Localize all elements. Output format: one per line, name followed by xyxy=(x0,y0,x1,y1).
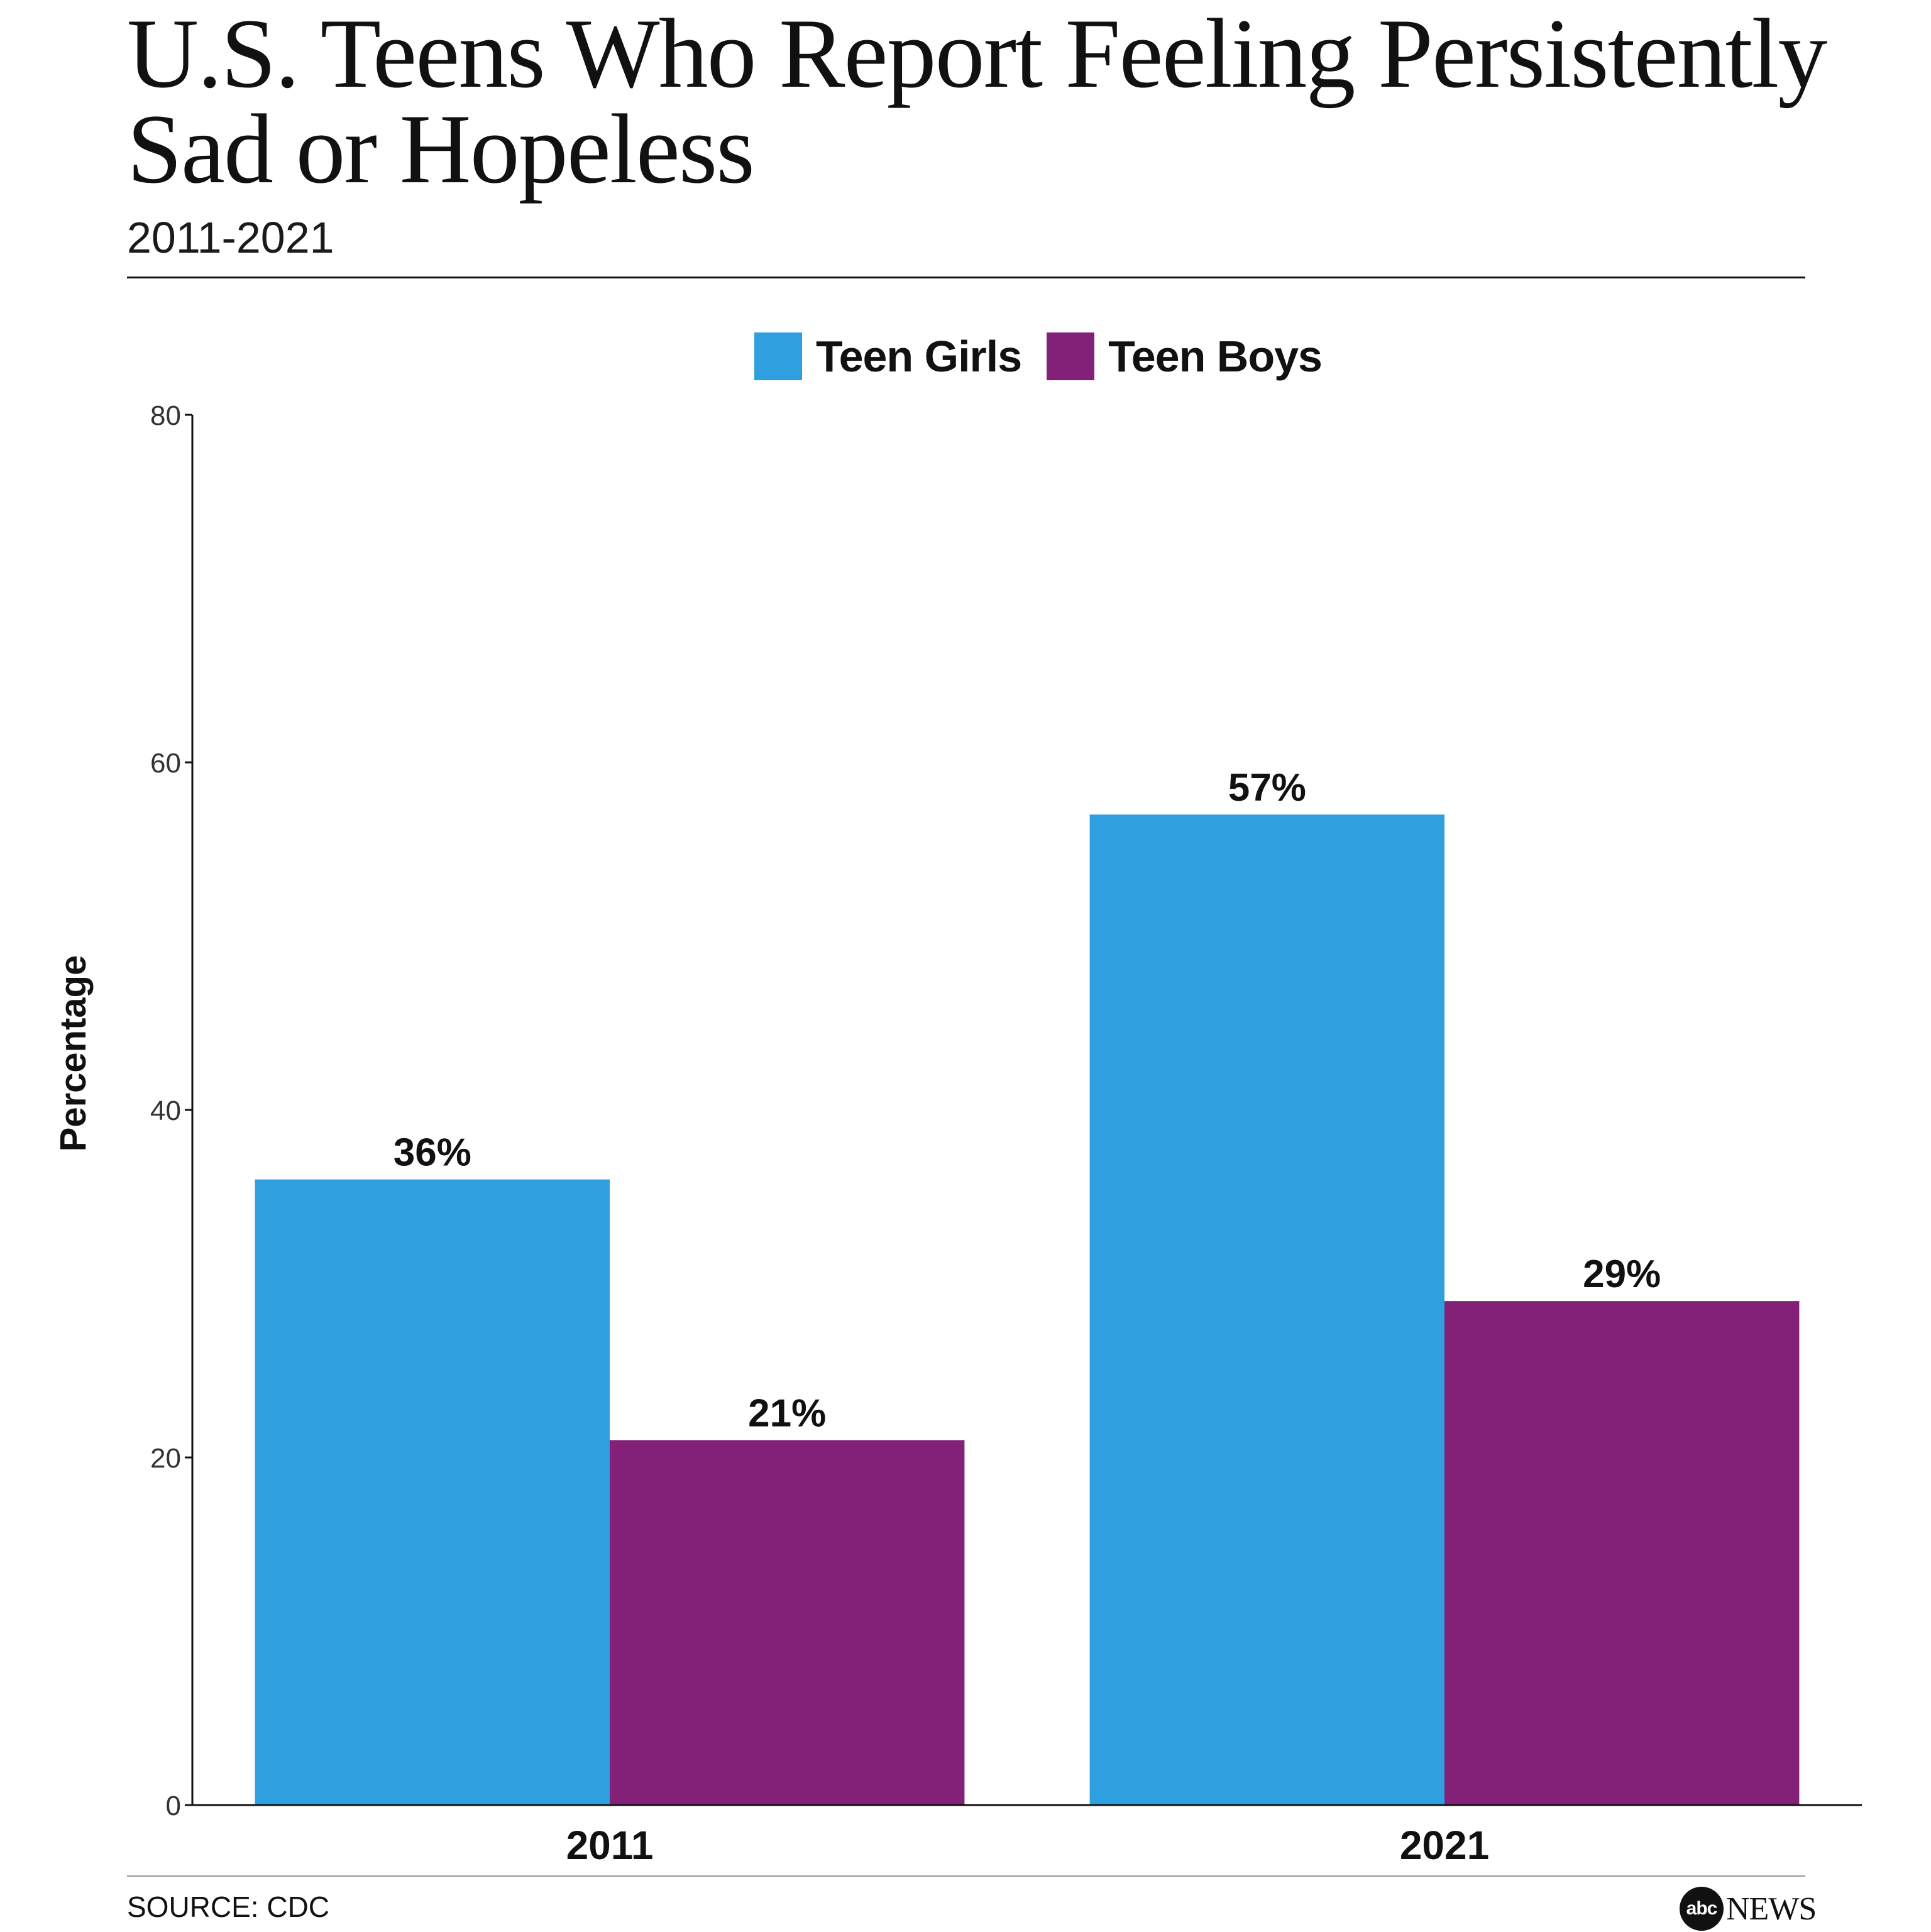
legend-label-teen-girls: Teen Girls xyxy=(816,332,1022,381)
legend-item-teen-boys: Teen Boys xyxy=(1047,331,1323,381)
source-note: SOURCE: CDC xyxy=(127,1891,330,1923)
bar-teen-boys-2011 xyxy=(610,1440,965,1805)
abc-logo-icon: abc xyxy=(1680,1887,1724,1931)
news-wordmark: NEWS xyxy=(1726,1891,1817,1927)
data-label-teen-girls-2021: 57% xyxy=(1228,766,1306,810)
y-axis-title: Percentage xyxy=(53,955,94,1152)
bar-teen-girls-2011 xyxy=(255,1179,610,1805)
legend-item-teen-girls: Teen Girls xyxy=(754,331,1022,381)
bar-teen-boys-2021 xyxy=(1444,1301,1800,1805)
bar-teen-girls-2021 xyxy=(1089,814,1444,1805)
bar-chart: 0 20 40 60 80 Percentage 36% 21% 2011 57% 29% 2021 xyxy=(53,400,1862,1868)
chart-title: U.S. Teens Who Report Feeling Persistent… xyxy=(127,0,1827,204)
y-tick-label: 40 xyxy=(150,1095,181,1126)
legend-swatch-teen-girls xyxy=(754,332,802,380)
chart-subtitle: 2011-2021 xyxy=(127,213,334,262)
legend-swatch-teen-boys xyxy=(1047,332,1095,380)
legend-label-teen-boys: Teen Boys xyxy=(1108,332,1323,381)
y-tick-label: 80 xyxy=(150,400,181,431)
data-label-teen-boys-2011: 21% xyxy=(748,1391,826,1435)
legend: Teen Girls Teen Boys xyxy=(754,329,1347,383)
y-tick-label: 0 xyxy=(166,1791,181,1821)
footer-divider xyxy=(127,1875,1805,1877)
y-tick-label: 60 xyxy=(150,748,181,779)
abc-news-logo: abc NEWS xyxy=(1680,1885,1817,1932)
y-tick-label: 20 xyxy=(150,1443,181,1474)
data-label-teen-girls-2011: 36% xyxy=(393,1131,471,1175)
x-category-label-2021: 2021 xyxy=(1400,1823,1489,1868)
x-category-label-2011: 2011 xyxy=(566,1823,654,1868)
title-divider xyxy=(127,277,1805,278)
data-label-teen-boys-2021: 29% xyxy=(1583,1253,1661,1296)
